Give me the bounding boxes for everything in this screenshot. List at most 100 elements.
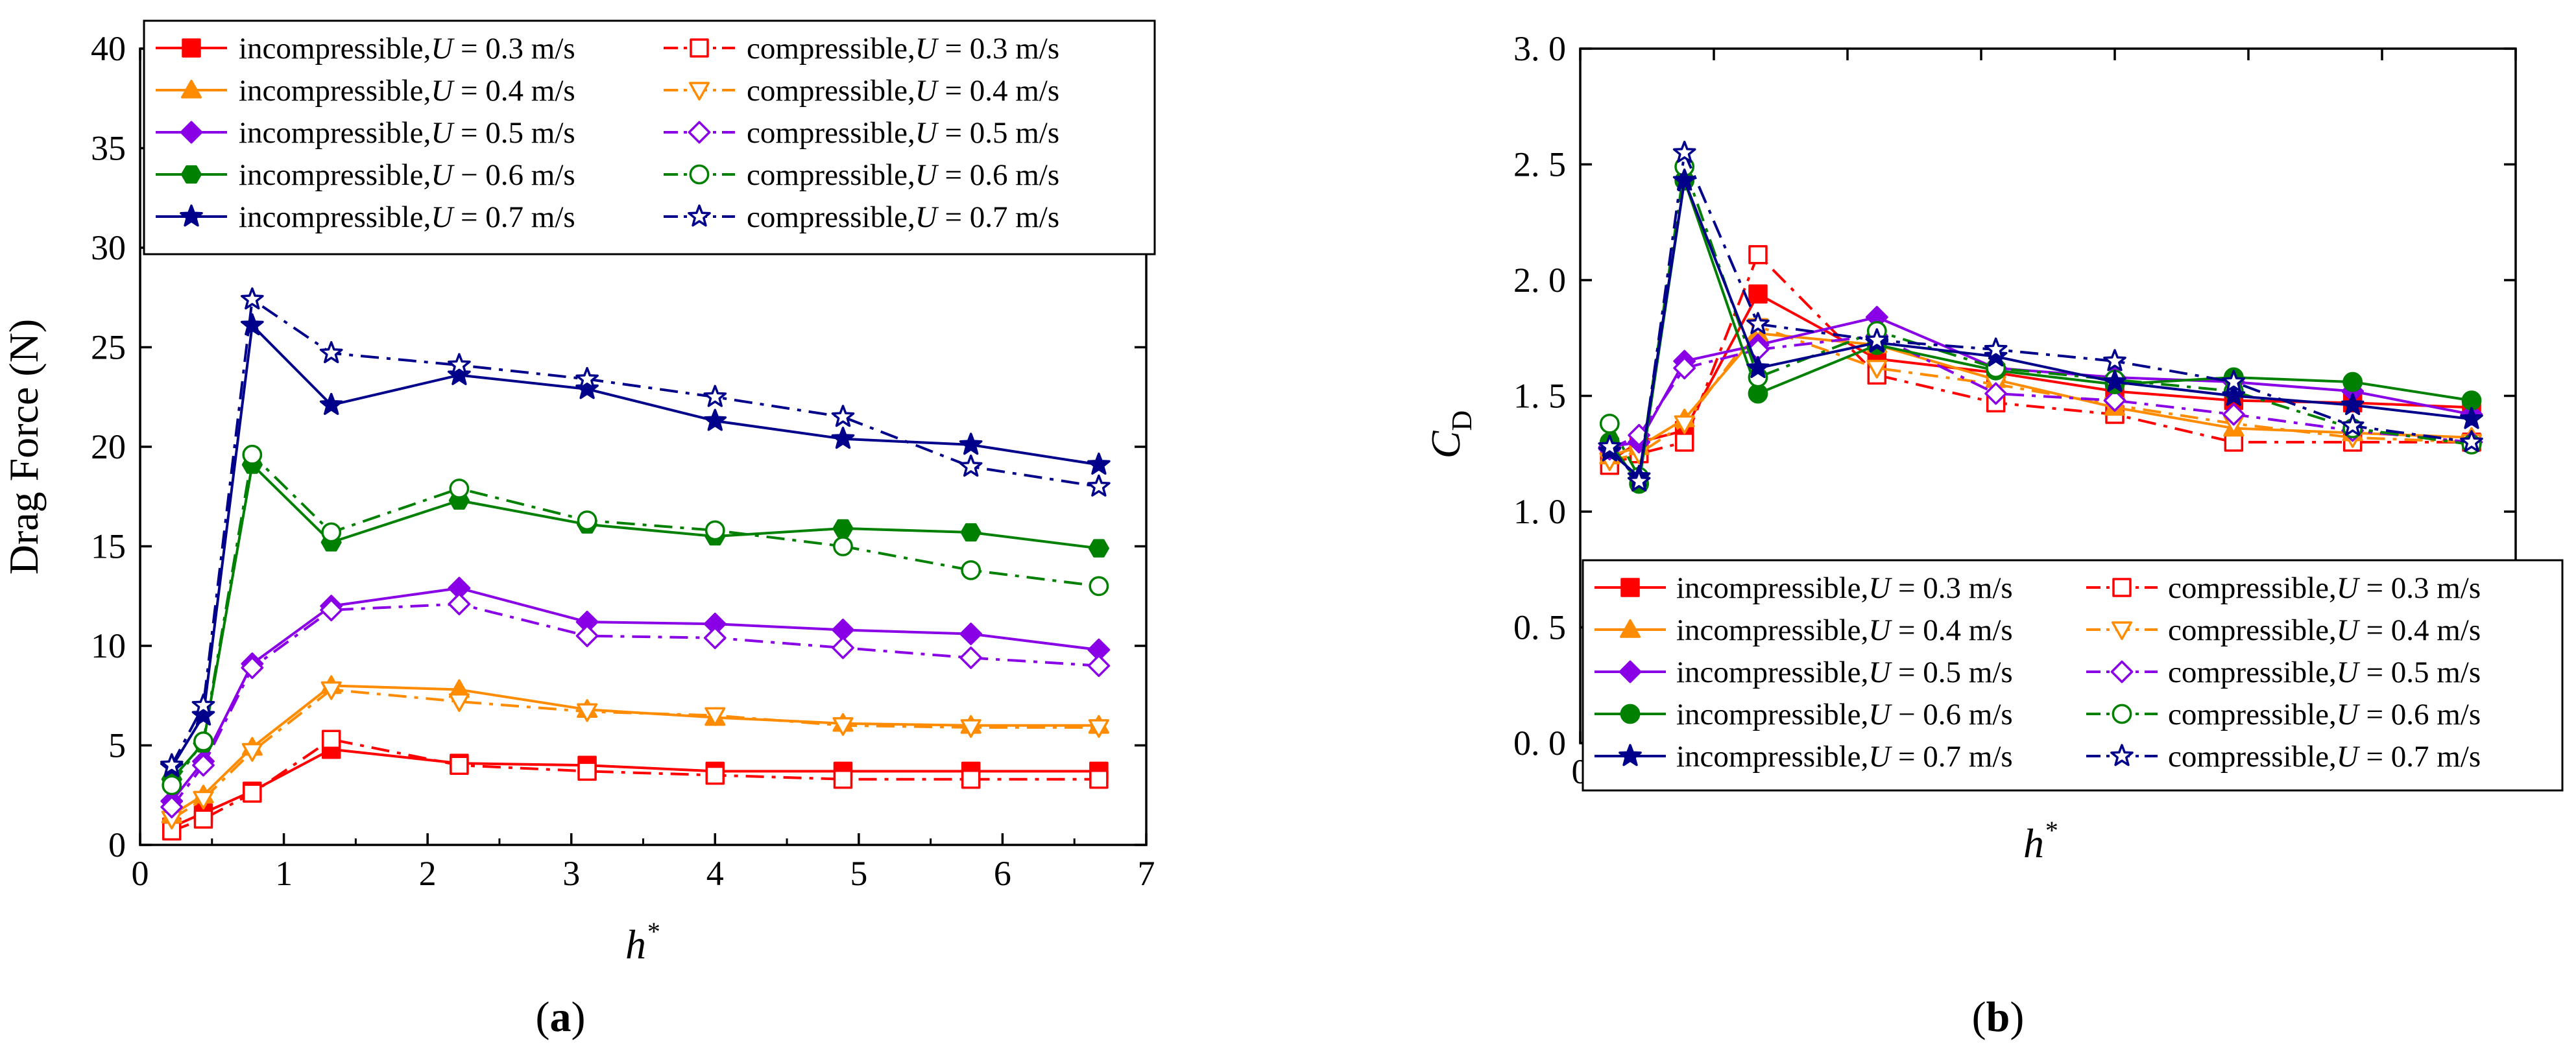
legend-gap [2383, 613, 2391, 647]
caption-letter: b [1986, 993, 2010, 1041]
legend-speed: 0.6 [2391, 698, 2429, 731]
legend-op [2359, 698, 2366, 731]
legend-speed: 0.4 [2391, 613, 2429, 647]
legend-item: incompressible,U = 0.3 m/s [1595, 571, 2013, 605]
data-point [703, 626, 727, 650]
legend-sep: , [2329, 698, 2337, 731]
legend-item: compressible,U = 0.7 m/s [664, 200, 1059, 234]
data-point [575, 624, 599, 647]
legend-label: incompressible,U = 0.3 m/s [239, 32, 575, 65]
legend-sep: , [2329, 571, 2337, 605]
legend-op [937, 158, 945, 192]
data-point [241, 287, 264, 310]
data-point [241, 742, 263, 762]
series-compressible-0-6 [162, 444, 1109, 796]
legend-unit: m/s [524, 32, 575, 65]
legend-op [453, 200, 461, 234]
legend-speed: 0.3 [485, 32, 524, 65]
legend-flow: incompressible [1676, 613, 1861, 647]
data-point [575, 366, 599, 390]
y-tick-label: 20 [91, 427, 126, 466]
series-line [1609, 179, 2472, 479]
data-point [2103, 370, 2126, 392]
legend-op-sym: = [461, 116, 478, 150]
legend-label: incompressible,U = 0.4 m/s [1676, 613, 2013, 647]
legend-op [2359, 740, 2366, 774]
legend-item: incompressible,U = 0.4 m/s [156, 74, 575, 108]
data-point [241, 656, 264, 680]
series-line [1608, 179, 2472, 486]
legend-label: incompressible,U = 0.7 m/s [1676, 740, 2013, 774]
y-tick-label: 2. 5 [1513, 145, 1566, 184]
y-tick-label: 0. 0 [1513, 724, 1566, 763]
series-compressible-0-7 [1598, 141, 2483, 492]
legend-var: U [915, 116, 939, 150]
legend-op [453, 116, 461, 150]
data-point [448, 362, 471, 385]
legend-flow: incompressible [1676, 656, 1861, 689]
legend-unit: m/s [2429, 698, 2481, 731]
legend-item: compressible,U = 0.6 m/s [2086, 698, 2481, 731]
legend-sep: , [2329, 613, 2337, 647]
legend-marker [180, 204, 203, 227]
legend-label: compressible,U = 0.3 m/s [2168, 571, 2481, 605]
data-point [320, 681, 342, 700]
legend-var: U [431, 74, 455, 108]
y-tick-label: 35 [91, 129, 126, 168]
legend: incompressible,U = 0.3 m/s incompressible… [1582, 559, 2564, 792]
legend-marker [180, 79, 202, 99]
legend-op-sym: = [945, 116, 962, 150]
data-point [162, 775, 182, 796]
legend-unit: m/s [1961, 740, 2013, 774]
x-tick-label: 3 [562, 854, 580, 893]
data-point [1748, 383, 1768, 404]
data-point [193, 790, 214, 810]
y-axis-label-sub: D [1446, 410, 1478, 431]
legend-marker [690, 38, 709, 58]
data-point [577, 761, 597, 781]
data-point [703, 385, 727, 407]
data-point [1672, 141, 1696, 163]
data-point [961, 769, 981, 789]
series-incompressible-0-4 [161, 675, 1109, 824]
data-point [960, 523, 981, 542]
legend-unit: m/s [2429, 613, 2481, 647]
legend-marker [2110, 744, 2134, 766]
legend-item: compressible,U = 0.3 m/s [664, 32, 1059, 65]
legend-op [2359, 571, 2366, 605]
legend-gap [1916, 740, 1923, 774]
legend-speed: 0.3 [970, 32, 1008, 65]
data-point [1674, 433, 1694, 452]
series-compressible-0-5 [160, 593, 1111, 819]
legend-op-sym: = [461, 32, 478, 65]
legend-gap [962, 158, 970, 192]
data-point [1672, 168, 1696, 191]
data-point [1627, 469, 1651, 492]
legend-sep: , [908, 200, 915, 234]
legend-sep: , [1861, 656, 1869, 689]
data-point [2460, 407, 2483, 429]
legend-unit: m/s [524, 74, 575, 108]
legend-gap [1916, 571, 1923, 605]
x-tick-label: 4 [706, 854, 724, 893]
legend-op [2359, 613, 2366, 647]
data-point [1674, 415, 1695, 434]
legend-flow: incompressible [1676, 698, 1861, 731]
series-line [171, 684, 1099, 816]
legend-label: incompressible,U = 0.5 m/s [1676, 656, 2013, 689]
legend-speed: 0.7 [970, 200, 1008, 234]
data-point [192, 753, 215, 777]
series-line [171, 586, 1100, 802]
legend-speed: 0.6 [970, 158, 1008, 192]
legend-sep: , [1861, 571, 1869, 605]
data-point [1984, 337, 2008, 360]
legend-var: U [2337, 571, 2361, 605]
y-tick-label: 2. 0 [1513, 261, 1566, 300]
legend-label: incompressible,U = 0.3 m/s [1676, 571, 2013, 605]
legend-unit: m/s [2429, 740, 2481, 774]
data-point [577, 510, 597, 530]
data-point [961, 560, 981, 580]
data-point [191, 703, 215, 726]
legend-flow: compressible [2168, 613, 2329, 647]
data-point [1087, 654, 1111, 678]
